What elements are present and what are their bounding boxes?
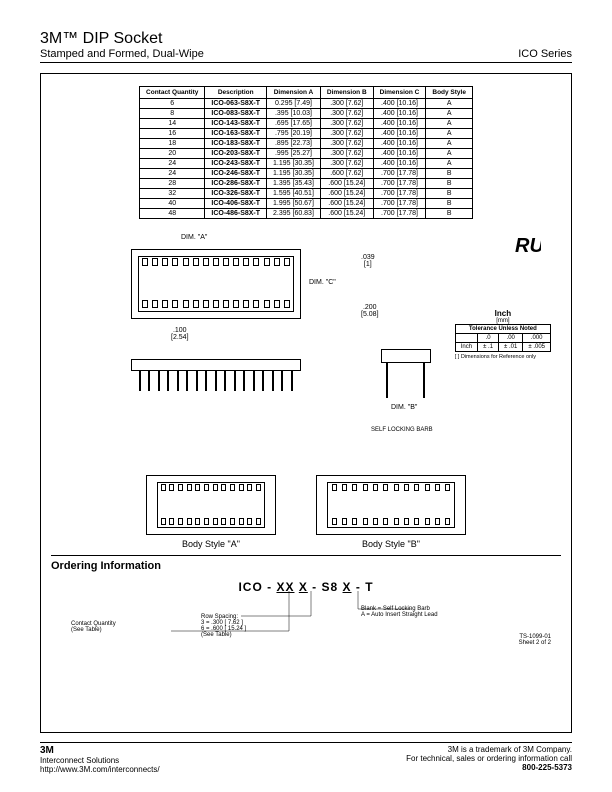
- table-row: 32ICO-326-S8X-T1.595 [40.51].600 [15.24]…: [140, 189, 473, 199]
- barb-label: SELF LOCKING BARB: [371, 427, 433, 433]
- header: 3M™ DIP Socket Stamped and Formed, Dual-…: [40, 30, 572, 63]
- table-row: 16ICO-163-S8X-T.795 [20.19].300 [7.62].4…: [140, 129, 473, 139]
- pitch-label: .100 [2.54]: [171, 327, 189, 341]
- cross-section-view: .039 [1] .200 [5.08] DIM. "B" SELF LOCKI…: [351, 249, 471, 429]
- table-row: 48ICO-486-S8X-T2.395 [60.83].600 [15.24]…: [140, 209, 473, 219]
- callout-lines: [151, 591, 471, 646]
- style-b-label: Body Style "B": [316, 539, 466, 549]
- body-styles: Body Style "A" Body Style "B": [51, 475, 561, 549]
- body-style-a: Body Style "A": [146, 475, 276, 549]
- svg-text:RU: RU: [515, 235, 541, 256]
- table-header: Dimension C: [373, 87, 426, 99]
- dim-a-label: DIM. "A": [181, 234, 207, 241]
- note-row: Row Spacing: 3 = .300 [ 7.62 ] 6 = .600 …: [201, 614, 246, 638]
- diagram-area: DIM. "A" DIM. "C" .100 [2.54] RU .039 [1…: [51, 229, 561, 549]
- socket-top-view: [131, 249, 301, 319]
- table-row: 20ICO-203-S8X-T.995 [25.27].300 [7.62].4…: [140, 149, 473, 159]
- note-barb: Blank = Self Locking Barb A = Auto Inser…: [361, 606, 438, 618]
- ordering-section: Ordering Information ICO - XX X - S8 X -…: [51, 555, 561, 650]
- table-row: 18ICO-183-S8X-T.895 [22.73].300 [7.62].4…: [140, 139, 473, 149]
- spec-table: Contact QuantityDescriptionDimension ADi…: [139, 86, 473, 219]
- table-row: 14ICO-143-S8X-T.695 [17.65].300 [7.62].4…: [140, 119, 473, 129]
- tol-note: [ ] Dimensions for Reference only: [455, 354, 551, 360]
- dim-c-label: DIM. "C": [309, 279, 336, 286]
- subtitle: Stamped and Formed, Dual-Wipe: [40, 48, 204, 60]
- footer-url: http://www.3M.com/interconnects/: [40, 765, 160, 774]
- table-row: 24ICO-246-S8X-T1.195 [30.35].600 [7.62].…: [140, 169, 473, 179]
- style-a-label: Body Style "A": [146, 539, 276, 549]
- footer-tech: For technical, sales or ordering informa…: [406, 754, 572, 763]
- tolerance-table: Inch [mm] Tolerance Unless Noted .0.00.0…: [455, 309, 551, 360]
- inch-title: Inch: [455, 309, 551, 318]
- sheet-info: TS-1099-01 Sheet 2 of 2: [519, 634, 551, 646]
- footer-trademark: 3M is a trademark of 3M Company.: [406, 745, 572, 754]
- ul-mark-icon: RU: [515, 234, 541, 261]
- table-row: 8ICO-083-S8X-T.395 [10.03].300 [7.62].40…: [140, 109, 473, 119]
- footer-phone: 800-225-5373: [406, 763, 572, 772]
- table-header: Dimension A: [267, 87, 321, 99]
- table-row: 24ICO-243-S8X-T1.195 [30.35].300 [7.62].…: [140, 159, 473, 169]
- table-header: Contact Quantity: [140, 87, 205, 99]
- lead-width-label: .039 [1]: [361, 254, 375, 268]
- page-title: 3M™ DIP Socket: [40, 30, 572, 48]
- dim-b-label: DIM. "B": [391, 404, 417, 411]
- footer: 3M Interconnect Solutions http://www.3M.…: [40, 742, 572, 774]
- footer-division: Interconnect Solutions: [40, 756, 160, 765]
- series-label: ICO Series: [518, 48, 572, 60]
- footer-brand: 3M: [40, 745, 160, 756]
- body-style-b: Body Style "B": [316, 475, 466, 549]
- table-header: Body Style: [426, 87, 473, 99]
- table-row: 40ICO-406-S8X-T1.995 [50.67].600 [15.24]…: [140, 199, 473, 209]
- table-header: Description: [205, 87, 267, 99]
- ordering-title: Ordering Information: [51, 560, 561, 572]
- socket-side-view: [131, 359, 301, 399]
- standoff-label: .200 [5.08]: [361, 304, 379, 318]
- footer-right: 3M is a trademark of 3M Company. For tec…: [406, 745, 572, 774]
- footer-left: 3M Interconnect Solutions http://www.3M.…: [40, 745, 160, 774]
- subtitle-row: Stamped and Formed, Dual-Wipe ICO Series: [40, 48, 572, 63]
- table-row: 6ICO-063-S8X-T0.295 [7.49].300 [7.62].40…: [140, 99, 473, 109]
- note-qty: Contact Quantity (See Table): [71, 621, 116, 633]
- main-content: Contact QuantityDescriptionDimension ADi…: [40, 73, 572, 733]
- tol-header: Tolerance Unless Noted: [455, 325, 550, 334]
- table-row: 28ICO-286-S8X-T1.395 [35.43].600 [15.24]…: [140, 179, 473, 189]
- table-header: Dimension B: [320, 87, 373, 99]
